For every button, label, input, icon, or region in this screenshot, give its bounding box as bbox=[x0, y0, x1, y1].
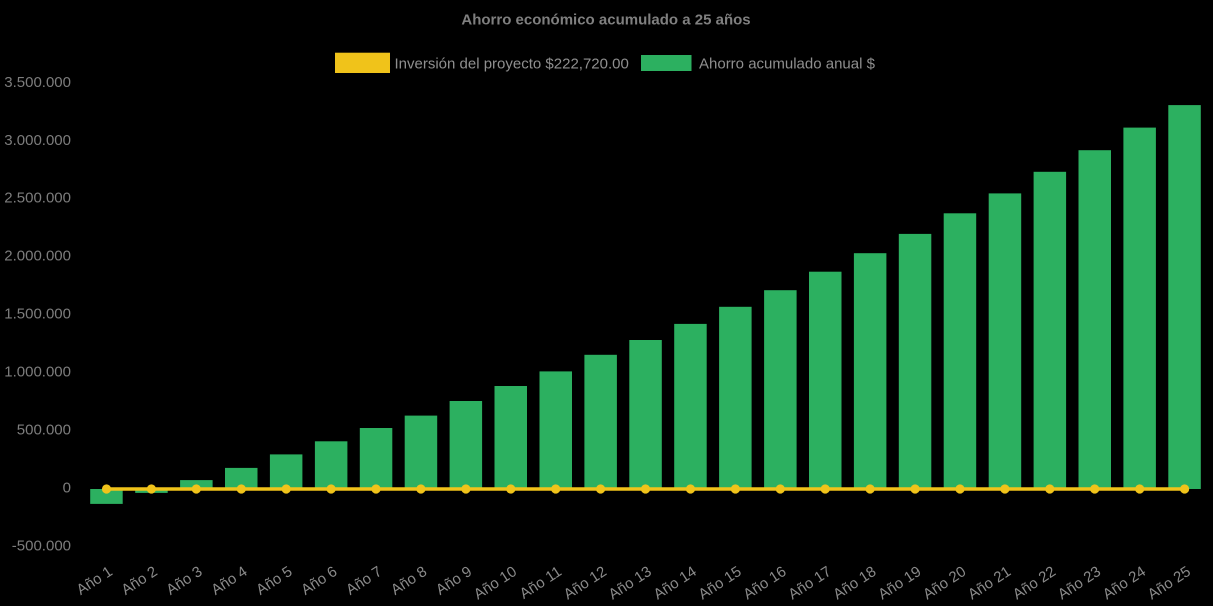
svg-text:3.500.000: 3.500.000 bbox=[4, 74, 71, 91]
svg-text:2.500.000: 2.500.000 bbox=[4, 190, 71, 207]
svg-text:0: 0 bbox=[63, 480, 71, 497]
svg-text:Ahorro acumulado anual $: Ahorro acumulado anual $ bbox=[699, 55, 876, 72]
svg-text:Inversión del proyecto $222,72: Inversión del proyecto $222,720.00 bbox=[395, 55, 629, 72]
svg-text:Ahorro económico acumulado a 2: Ahorro económico acumulado a 25 años bbox=[461, 11, 750, 28]
svg-text:1.000.000: 1.000.000 bbox=[4, 364, 71, 381]
svg-text:3.000.000: 3.000.000 bbox=[4, 132, 71, 149]
svg-text:1.500.000: 1.500.000 bbox=[4, 306, 71, 323]
svg-text:2.000.000: 2.000.000 bbox=[4, 248, 71, 265]
svg-text:-500.000: -500.000 bbox=[12, 538, 71, 555]
svg-text:500.000: 500.000 bbox=[17, 422, 71, 439]
